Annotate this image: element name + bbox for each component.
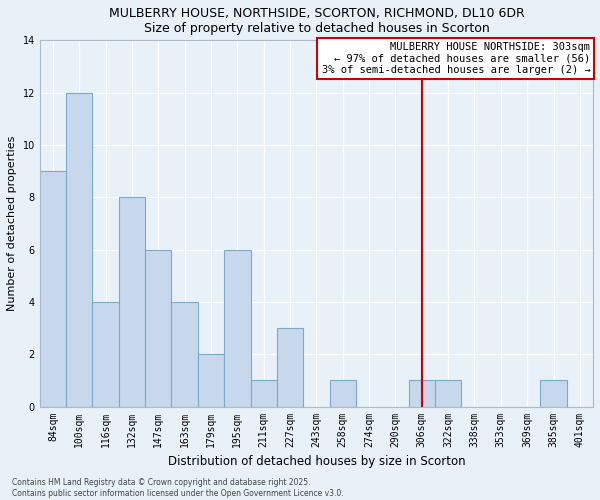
Bar [92, 302, 119, 406]
Bar [329, 380, 356, 406]
Title: MULBERRY HOUSE, NORTHSIDE, SCORTON, RICHMOND, DL10 6DR
Size of property relative: MULBERRY HOUSE, NORTHSIDE, SCORTON, RICH… [109, 7, 524, 35]
Bar [119, 198, 145, 406]
Bar [40, 171, 66, 406]
Bar [277, 328, 303, 406]
Bar [145, 250, 172, 406]
Y-axis label: Number of detached properties: Number of detached properties [7, 136, 17, 311]
Text: MULBERRY HOUSE NORTHSIDE: 303sqm
← 97% of detached houses are smaller (56)
3% of: MULBERRY HOUSE NORTHSIDE: 303sqm ← 97% o… [322, 42, 590, 76]
Bar [66, 92, 92, 406]
Bar [541, 380, 567, 406]
Bar [198, 354, 224, 406]
Bar [435, 380, 461, 406]
Bar [172, 302, 198, 406]
Bar [224, 250, 251, 406]
Bar [251, 380, 277, 406]
X-axis label: Distribution of detached houses by size in Scorton: Distribution of detached houses by size … [167, 455, 465, 468]
Text: Contains HM Land Registry data © Crown copyright and database right 2025.
Contai: Contains HM Land Registry data © Crown c… [12, 478, 344, 498]
Bar [409, 380, 435, 406]
